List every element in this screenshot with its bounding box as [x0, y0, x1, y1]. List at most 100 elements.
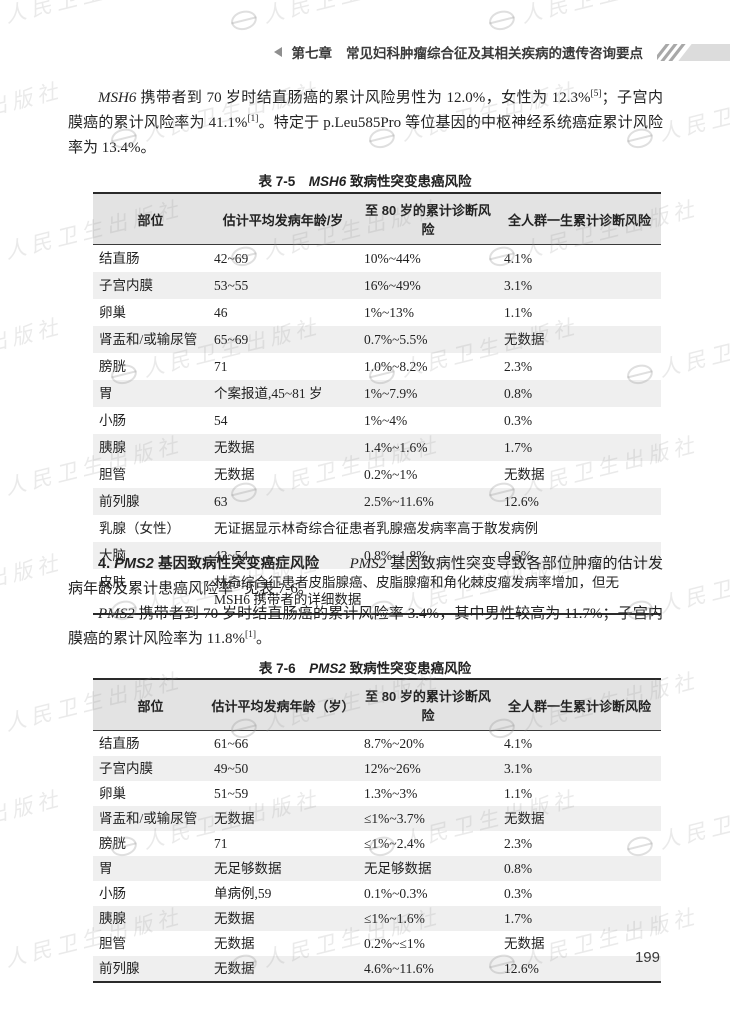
table-row: 卵巢 46 1%~13% 1.1%	[93, 299, 661, 326]
table-cell: 大脑	[93, 542, 208, 569]
table-7-6-caption: 表 7-6 PMS2 致病性突变患癌风险	[258, 661, 472, 676]
table-cell: 8.7%~20%	[364, 736, 425, 751]
table-cell: 42~69	[214, 251, 249, 266]
table-row: 膀胱 71 1.0%~8.2% 2.3%	[93, 353, 661, 380]
chapter-marker-icon	[273, 47, 282, 57]
table-cell: ≤1%~2.4%	[364, 836, 425, 851]
watermark: 人民卫生出版社	[0, 78, 65, 146]
table-cell: 无数据	[208, 956, 358, 982]
table-cell: 0.3%	[504, 413, 533, 428]
table-cell: 1.7%	[498, 906, 661, 931]
table-row: 胆管 无数据 0.2%~1% 无数据	[93, 461, 661, 488]
table-cell: 4.1%	[504, 736, 533, 751]
table-cell: 1%~4%	[364, 413, 408, 428]
table-cell: 无数据	[504, 467, 545, 482]
table-row: 胰腺 无数据 1.4%~1.6% 1.7%	[93, 434, 661, 461]
table-row: 前列腺 无数据 4.6%~11.6% 12.6%	[93, 956, 661, 982]
table-row: 皮肤 林奇综合征患者皮脂腺癌、皮脂腺瘤和角化棘皮瘤发病率增加，但无 MSH6 携带…	[93, 569, 661, 614]
table-cell: 53~55	[208, 272, 358, 299]
publisher-logo-icon	[228, 7, 259, 33]
table-cell: 43~54	[208, 542, 358, 569]
table-cell: 胰腺	[93, 434, 208, 461]
paragraph-pms2-risk: PMS2 携带者到 70 岁时结直肠癌的累计风险率 3.4%，其中男性较高为 1…	[68, 606, 663, 647]
table-cell: 54	[214, 413, 228, 428]
table-cell: 个案报道,45~81 岁	[208, 380, 358, 407]
table-row: 结直肠 61~66 8.7%~20% 4.1%	[93, 731, 661, 757]
table-cell: 小肠	[99, 413, 126, 428]
table-cell: 1.1%	[504, 305, 533, 320]
table-cell: 71	[214, 359, 228, 374]
table-cell: 无数据	[498, 806, 661, 831]
table-header-row: 部位 估计平均发病年龄（岁）至 80 岁的累计诊断风险 全人群一生累计诊断风险	[93, 679, 661, 731]
table-row: 膀胱 71 ≤1%~2.4% 2.3%	[93, 831, 661, 856]
table-cell: 71	[214, 836, 228, 851]
table-row: 乳腺（女性） 无证据显示林奇综合征患者乳腺癌发病率高于散发病例	[93, 515, 661, 542]
table-row: 小肠 54 1%~4% 0.3%	[93, 407, 661, 434]
table-cell: 子宫内膜	[93, 272, 208, 299]
table-cell: 1.3%~3%	[364, 786, 418, 801]
column-header: 估计平均发病年龄/岁	[208, 193, 358, 245]
table-cell: 无数据	[208, 434, 358, 461]
table-7-5-caption: 表 7-5 MSH6 致病性突变患癌风险	[258, 174, 472, 189]
watermark: 人民卫生出版社	[0, 0, 185, 38]
table-cell: 子宫内膜	[93, 756, 208, 781]
table-cell: 61~66	[214, 736, 249, 751]
table-cell: 63	[208, 488, 358, 515]
table-cell: 胆管	[99, 936, 126, 951]
table-row: 胃无足够数据 无足够数据 0.8%	[93, 856, 661, 881]
table-cell: 4.1%	[504, 251, 533, 266]
table-cell: 膀胱	[99, 359, 126, 374]
table-cell: 1%~7.9%	[358, 380, 498, 407]
table-cell: 0.3%	[504, 886, 533, 901]
column-header: 估计平均发病年龄（岁）	[208, 679, 358, 731]
table-row: 小肠 单病例,59 0.1%~0.3% 0.3%	[93, 881, 661, 906]
table-cell: 0.8%	[498, 380, 661, 407]
table-cell: 无足够数据	[358, 856, 498, 881]
table-cell: 小肠	[99, 886, 126, 901]
table-cell: 49~50	[208, 756, 358, 781]
table-cell: 乳腺（女性）	[99, 521, 180, 536]
table-cell: 0.1%~0.3%	[364, 886, 428, 901]
publisher-logo-icon	[0, 479, 1, 505]
table-cell: 无足够数据	[208, 856, 358, 881]
table-cell: 无数据	[208, 806, 358, 831]
table-cell: 膀胱	[99, 836, 126, 851]
watermark: 人民卫生出版社	[0, 314, 65, 382]
watermark: 人民卫生出版社	[0, 786, 65, 854]
table-cell: 1.4%~1.6%	[358, 434, 498, 461]
table-cell: ≤1%~1.6%	[358, 906, 498, 931]
page-number: 199	[634, 949, 660, 966]
table-cell: 12%~26%	[358, 756, 498, 781]
table-cell: 无数据	[214, 467, 255, 482]
table-cell: 0.8%~1.8%	[358, 542, 498, 569]
table-cell: 卵巢	[99, 305, 126, 320]
table-cell: 1%~13%	[364, 305, 415, 320]
table-cell: 胆管	[99, 467, 126, 482]
table-cell: 胰腺	[93, 906, 208, 931]
table-cell: 2.3%	[504, 359, 533, 374]
column-header: 至 80 岁的累计诊断风险	[358, 193, 498, 245]
column-header: 全人群一生累计诊断风险	[498, 679, 661, 731]
table-cell: 1.7%	[498, 434, 661, 461]
table-cell: 65~69	[208, 326, 358, 353]
table-row: 前列腺 63 2.5%~11.6% 12.6%	[93, 488, 661, 515]
table-cell: 前列腺	[93, 956, 208, 982]
table-cell: 无数据	[498, 326, 661, 353]
table-cell: 12.6%	[498, 488, 661, 515]
table-header-row: 部位 估计平均发病年龄/岁至 80 岁的累计诊断风险 全人群一生累计诊断风险	[93, 193, 661, 245]
table-cell: 0.7%~5.5%	[358, 326, 498, 353]
table-cell: 2.5%~11.6%	[358, 488, 498, 515]
table-cell: 16%~49%	[358, 272, 498, 299]
table-cell: 0.2%~1%	[364, 467, 418, 482]
table-cell: 胃	[93, 856, 208, 881]
table-cell: 2.3%	[504, 836, 533, 851]
table-cell: ≤1%~3.7%	[358, 806, 498, 831]
table-7-6: 部位 估计平均发病年龄（岁）至 80 岁的累计诊断风险 全人群一生累计诊断风险 结直肠…	[93, 678, 661, 983]
table-cell: 林奇综合征患者皮脂腺癌、皮脂腺瘤和角化棘皮瘤发病率增加，但无 MSH6 携带者的…	[214, 575, 619, 607]
table-cell: 胃	[93, 380, 208, 407]
table-cell: 4.6%~11.6%	[358, 956, 498, 982]
watermark: 人民卫生出版社	[228, 0, 444, 38]
publisher-logo-icon	[486, 7, 517, 33]
table-cell: 51~59	[214, 786, 249, 801]
